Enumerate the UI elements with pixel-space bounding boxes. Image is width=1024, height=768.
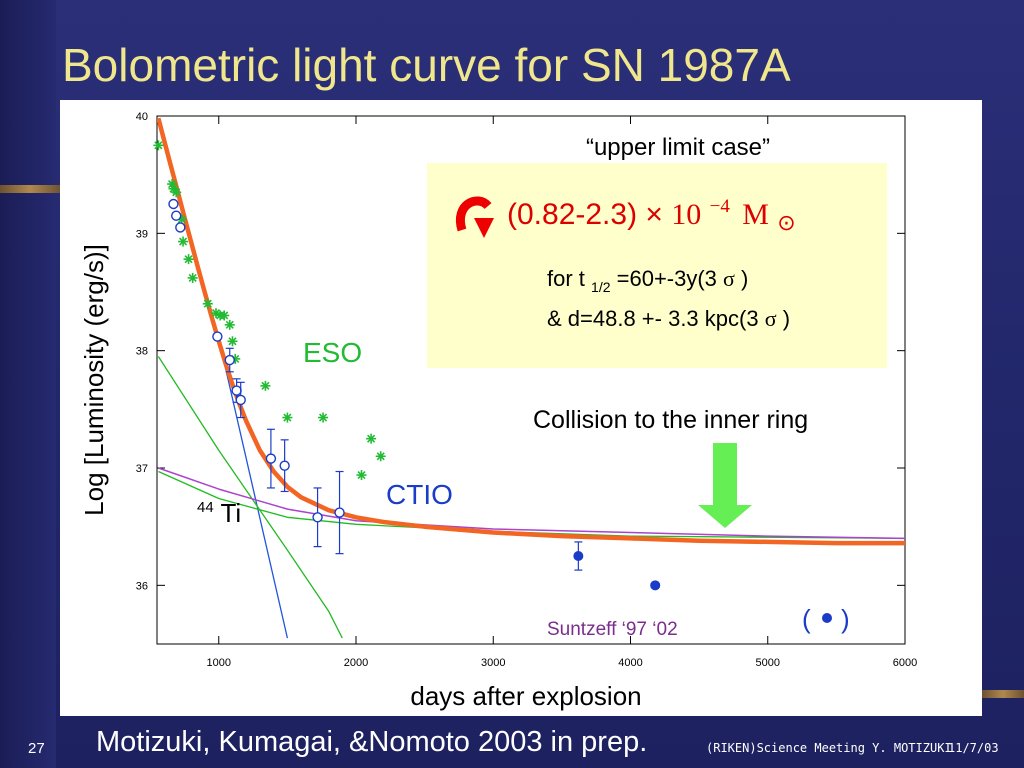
footer-date: 11/7/03 [948, 741, 999, 755]
asterisk-data-point [178, 236, 189, 247]
axis-ticks [157, 115, 906, 644]
distance-label: & d=48.8 +- 3.3 kpc(3 σ ) [547, 306, 790, 331]
asterisk-data-point [318, 412, 329, 423]
mass-label: (0.82-2.3) × 10 −4 M ⊙ [507, 186, 796, 235]
plot-frame [156, 115, 906, 645]
asterisk-data-point [171, 187, 182, 198]
x-tick-label-3000: 3000 [481, 657, 505, 669]
circle-data-point [235, 381, 246, 419]
decor-bar-left [0, 185, 60, 193]
circle-data-point [212, 331, 223, 342]
circle-data-point [334, 470, 345, 555]
footer-meta: (RIKEN)Science Meeting Y. MOTIZUKI [706, 741, 952, 755]
x-tick-label-6000: 6000 [893, 657, 917, 669]
x-tick-label-4000: 4000 [618, 657, 642, 669]
y-tick-label-36: 36 [136, 580, 148, 592]
citation: Motizuki, Kumagai, &Nomoto 2003 in prep. [96, 726, 648, 758]
solar-symbol: ⊙ [777, 210, 795, 235]
ctio-label: CTIO [386, 479, 453, 510]
legend-close-paren: ) [841, 604, 850, 634]
light-curve-chart: 40 39 38 37 36 1000 2000 3000 4000 5000 … [79, 111, 917, 711]
half-life-label: for t 1/2 =60+-3y(3 σ ) [547, 266, 748, 297]
asterisk-data-point [366, 433, 377, 444]
half-life-sigma: σ [723, 266, 735, 291]
half-life-close: ) [741, 266, 748, 291]
mass-mantissa: (0.82-2.3) [507, 198, 637, 231]
asterisk-data-point [227, 336, 238, 347]
half-life-subscript: 1/2 [591, 279, 611, 295]
legend-dot-marker [822, 613, 832, 623]
data-points [153, 140, 661, 591]
x-tick-label-2000: 2000 [344, 657, 368, 669]
circle-data-point [171, 210, 182, 221]
model-curve-green-flat [158, 470, 905, 540]
slide-title: Bolometric light curve for SN 1987A [62, 39, 791, 91]
half-life-value: =60+-3y(3 [617, 266, 717, 291]
y-tick-label-39: 39 [136, 228, 148, 240]
asterisk-data-point [153, 140, 164, 151]
page-number: 27 [28, 740, 45, 757]
distance-sigma: σ [765, 306, 777, 331]
eso-label: ESO [303, 337, 362, 368]
circle-data-point [168, 198, 179, 210]
circle-data-point [265, 428, 277, 489]
mass-exponent: −4 [710, 196, 731, 217]
legend-open-paren: ( [802, 604, 811, 634]
upper-limit-label: “upper limit case” [586, 134, 770, 161]
model-curve-total [157, 117, 905, 546]
circle-data-point [175, 222, 186, 233]
y-tick-label-37: 37 [136, 463, 148, 475]
mass-base: 10 [671, 198, 701, 231]
x-axis-label: days after explosion [410, 681, 641, 711]
mass-times: × [645, 198, 663, 231]
circle-data-point [279, 439, 290, 493]
distance-value: & d=48.8 +- 3.3 kpc(3 [547, 306, 759, 331]
ti44-symbol: Ti [220, 498, 241, 528]
asterisk-data-point [282, 412, 293, 423]
suntzeff-label: Suntzeff ‘97 ‘02 [547, 619, 678, 640]
circle-data-point [312, 487, 323, 548]
ti44-label: 44 Ti [197, 488, 241, 528]
distance-close: ) [783, 306, 790, 331]
asterisk-data-point [356, 470, 367, 481]
highlight-box [427, 163, 887, 368]
model-curve-green-decline [157, 356, 343, 639]
x-tick-label-5000: 5000 [756, 657, 780, 669]
curved-arrow-icon [455, 196, 494, 238]
ti44-mass-number: 44 [197, 499, 214, 516]
y-tick-label-38: 38 [136, 346, 148, 358]
collision-label: Collision to the inner ring [533, 406, 808, 434]
decor-bar-right [982, 690, 1024, 698]
asterisk-data-point [219, 310, 230, 321]
dot-data-point [650, 580, 661, 591]
asterisk-data-point [202, 298, 213, 309]
mass-unit: M [742, 198, 769, 231]
asterisk-data-point [224, 319, 235, 330]
asterisk-data-point [187, 272, 198, 283]
half-life-prefix: for t [547, 266, 585, 291]
circle-data-point [224, 347, 235, 373]
asterisk-data-point [183, 254, 194, 265]
y-tick-label-40: 40 [136, 111, 148, 123]
dot-data-point [573, 541, 584, 571]
down-arrow-icon [698, 443, 752, 528]
x-tick-label-1000: 1000 [207, 657, 231, 669]
left-decor-strip [0, 0, 56, 768]
chart-panel: 40 39 38 37 36 1000 2000 3000 4000 5000 … [60, 100, 982, 716]
asterisk-data-point [375, 451, 386, 462]
asterisk-data-point [260, 380, 271, 391]
y-axis-label: Log [Luminosity (erg/s)] [79, 244, 109, 516]
